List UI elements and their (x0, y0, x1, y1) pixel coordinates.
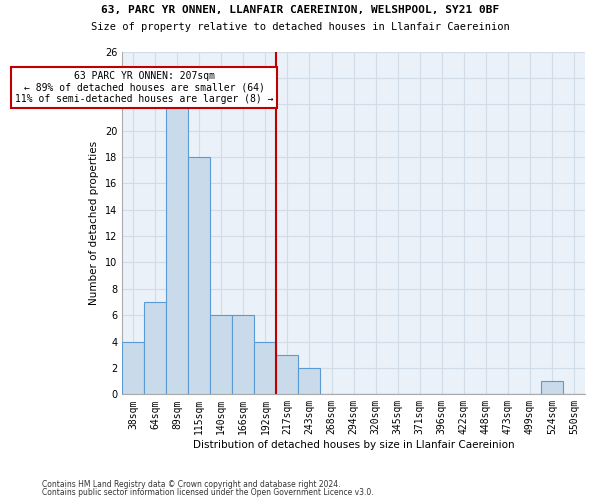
Y-axis label: Number of detached properties: Number of detached properties (89, 141, 99, 305)
Bar (210, 315, 232, 394)
Bar (188, 157, 210, 394)
Text: Size of property relative to detached houses in Llanfair Caereinion: Size of property relative to detached ho… (91, 22, 509, 32)
Bar (277, 355, 298, 395)
Bar (254, 342, 277, 394)
Text: Contains public sector information licensed under the Open Government Licence v3: Contains public sector information licen… (42, 488, 374, 497)
Bar (144, 302, 166, 394)
Bar (122, 342, 144, 394)
Bar (541, 381, 563, 394)
Text: 63 PARC YR ONNEN: 207sqm
← 89% of detached houses are smaller (64)
11% of semi-d: 63 PARC YR ONNEN: 207sqm ← 89% of detach… (15, 72, 274, 104)
X-axis label: Distribution of detached houses by size in Llanfair Caereinion: Distribution of detached houses by size … (193, 440, 514, 450)
Bar (298, 368, 320, 394)
Text: 63, PARC YR ONNEN, LLANFAIR CAEREINION, WELSHPOOL, SY21 0BF: 63, PARC YR ONNEN, LLANFAIR CAEREINION, … (101, 5, 499, 15)
Bar (232, 315, 254, 394)
Text: Contains HM Land Registry data © Crown copyright and database right 2024.: Contains HM Land Registry data © Crown c… (42, 480, 341, 489)
Bar (166, 104, 188, 395)
